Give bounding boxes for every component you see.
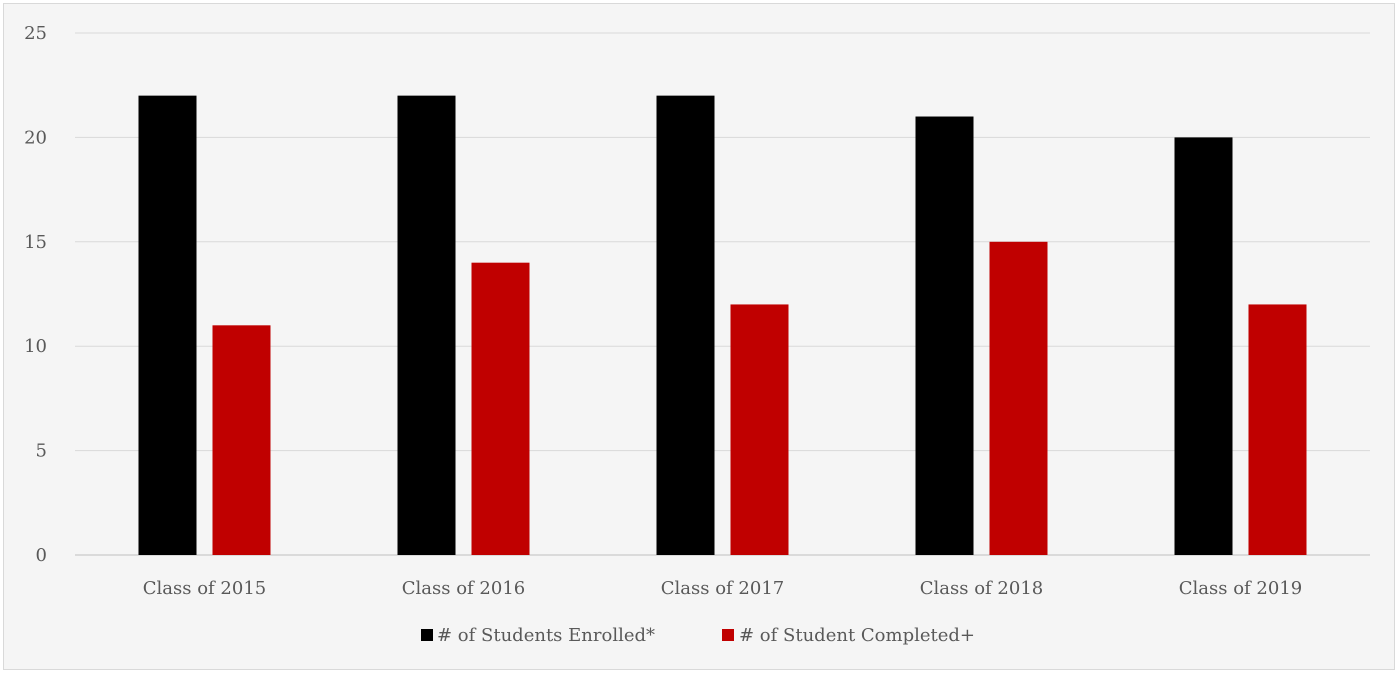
x-tick-label: Class of 2017 bbox=[661, 578, 785, 599]
legend: # of Students Enrolled* # of Student Com… bbox=[421, 625, 975, 646]
x-tick-label: Class of 2015 bbox=[143, 578, 267, 599]
bar-enrolled-1 bbox=[397, 95, 456, 555]
y-tick-label: 15 bbox=[24, 232, 47, 253]
legend-label-completed: # of Student Completed+ bbox=[739, 625, 975, 646]
bars bbox=[138, 95, 1307, 556]
x-axis-ticks: Class of 2015 Class of 2016 Class of 2017 C… bbox=[143, 578, 1303, 599]
x-tick-label: Class of 2018 bbox=[920, 578, 1044, 599]
bar-completed-1 bbox=[471, 262, 530, 555]
bar-enrolled-2 bbox=[656, 95, 715, 555]
bar-enrolled-0 bbox=[138, 95, 197, 555]
x-tick-label: Class of 2019 bbox=[1179, 578, 1303, 599]
y-tick-label: 0 bbox=[36, 545, 47, 566]
x-tick-label: Class of 2016 bbox=[402, 578, 526, 599]
bar-enrolled-3 bbox=[915, 116, 974, 556]
legend-swatch-completed bbox=[722, 629, 734, 641]
y-tick-label: 10 bbox=[24, 336, 47, 357]
legend-label-enrolled: # of Students Enrolled* bbox=[437, 625, 655, 646]
legend-swatch-enrolled bbox=[421, 629, 433, 641]
bar-completed-0 bbox=[212, 325, 271, 555]
bar-enrolled-4 bbox=[1174, 137, 1233, 555]
bar-completed-2 bbox=[730, 304, 789, 555]
bar-completed-4 bbox=[1248, 304, 1307, 555]
gridlines bbox=[75, 32, 1370, 556]
y-axis-ticks: 0 5 10 15 20 25 bbox=[24, 23, 47, 566]
y-tick-label: 20 bbox=[24, 127, 47, 148]
bar-completed-3 bbox=[989, 241, 1048, 556]
y-tick-label: 5 bbox=[36, 441, 47, 462]
y-tick-label: 25 bbox=[24, 23, 47, 44]
